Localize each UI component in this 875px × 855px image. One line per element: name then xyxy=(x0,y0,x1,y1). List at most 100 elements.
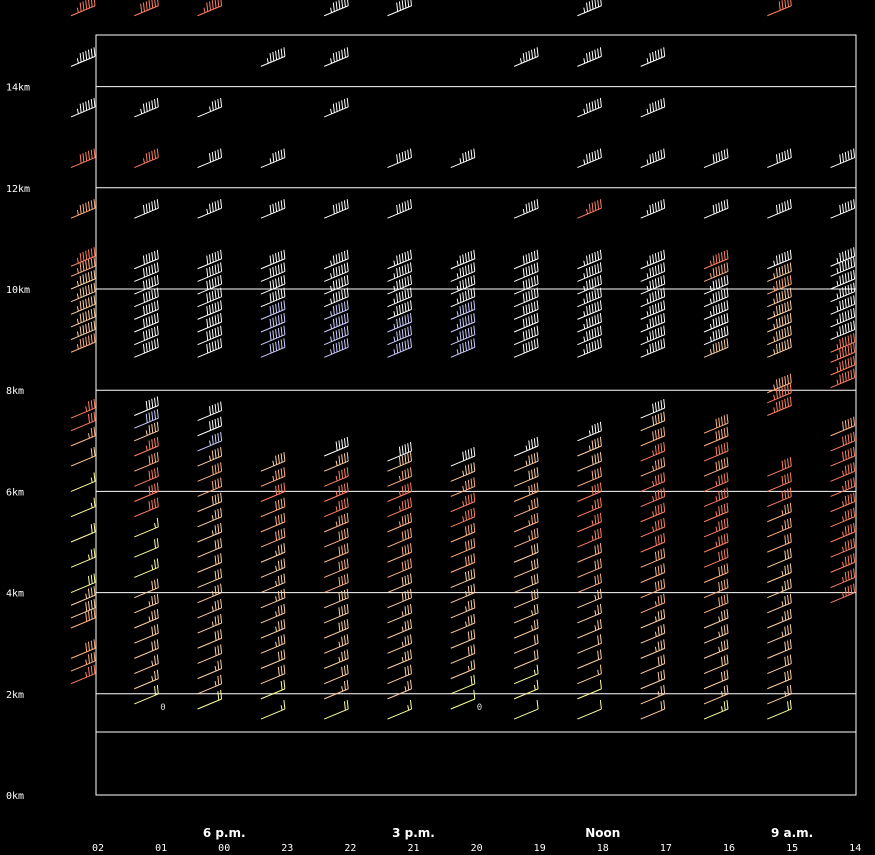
barb-shaft xyxy=(197,455,222,467)
wind-barb xyxy=(450,629,476,649)
barb-half-feather xyxy=(266,58,269,64)
barb-shaft xyxy=(260,321,286,333)
barb-feather xyxy=(214,315,217,325)
wind-barb xyxy=(830,492,856,513)
barb-feather xyxy=(723,549,726,559)
barb-feather xyxy=(90,296,93,306)
barb-feather xyxy=(594,264,597,274)
wind-barb xyxy=(70,664,96,685)
wind-barb xyxy=(70,411,96,432)
barb-shaft xyxy=(767,556,792,568)
wind-barb xyxy=(830,148,856,169)
wind-barb xyxy=(767,275,792,295)
barb-shaft xyxy=(324,688,349,700)
barb-feather xyxy=(847,272,850,282)
barb-feather xyxy=(156,558,159,568)
barb-feather xyxy=(82,261,85,272)
barb-feather xyxy=(533,483,536,493)
barb-half-feather xyxy=(781,525,784,531)
grid-lines xyxy=(96,86,856,733)
barb-shaft xyxy=(70,435,96,447)
barb-half-feather xyxy=(646,311,649,317)
barb-shaft xyxy=(767,392,792,404)
barb-feather xyxy=(148,101,151,111)
wind-barb xyxy=(387,528,412,548)
barb-feather xyxy=(470,493,473,503)
wind-barb xyxy=(513,512,539,533)
barb-shaft xyxy=(324,308,349,320)
x-hour-label: 01 xyxy=(155,843,167,854)
barb-shaft xyxy=(640,420,665,432)
barb-feather xyxy=(280,589,283,599)
barb-feather xyxy=(407,513,410,524)
barb-feather xyxy=(660,488,663,498)
barb-feather xyxy=(217,478,220,488)
barb-feather xyxy=(718,445,721,455)
barb-feather xyxy=(341,201,344,211)
barb-feather xyxy=(718,253,721,263)
barb-feather xyxy=(789,249,792,259)
barb-feather xyxy=(660,200,663,210)
barb-feather xyxy=(470,569,473,579)
x-hour-label: 20 xyxy=(471,843,483,854)
barb-feather xyxy=(217,149,220,159)
barb-feather xyxy=(277,499,280,510)
barb-feather xyxy=(145,292,148,302)
barb-feather xyxy=(283,649,286,659)
barb-feather xyxy=(343,665,346,675)
barb-feather xyxy=(272,51,275,62)
barb-feather xyxy=(346,262,349,272)
barb-feather xyxy=(597,422,600,433)
barb-feather xyxy=(467,631,470,641)
barb-feather xyxy=(398,456,401,466)
barb-half-feather xyxy=(76,280,79,287)
barb-shaft xyxy=(767,157,792,169)
wind-barb xyxy=(324,573,349,594)
barb-feather xyxy=(145,317,148,327)
wind-barb xyxy=(324,338,349,358)
barb-feather xyxy=(156,287,159,297)
barb-feather xyxy=(839,349,842,359)
barb-half-feather xyxy=(465,591,467,597)
barb-feather xyxy=(723,301,726,311)
barb-feather xyxy=(594,530,597,540)
barb-shaft xyxy=(703,587,729,599)
barb-feather xyxy=(844,273,847,283)
barb-half-feather xyxy=(773,285,776,292)
barb-feather xyxy=(346,558,349,568)
barb-feather xyxy=(275,531,278,541)
barb-feather xyxy=(586,280,589,290)
barb-feather xyxy=(404,575,407,585)
barb-feather xyxy=(343,574,346,584)
barb-feather xyxy=(90,271,93,281)
barb-feather xyxy=(410,543,412,553)
barb-feather xyxy=(726,457,729,467)
barb-feather xyxy=(649,344,652,354)
barb-feather xyxy=(209,266,212,277)
barb-feather xyxy=(283,512,286,522)
wind-barb xyxy=(134,199,159,219)
barb-feather xyxy=(343,701,346,711)
barb-feather xyxy=(154,670,157,680)
barb-feather xyxy=(211,101,214,111)
barb-shaft xyxy=(640,157,665,169)
barb-feather xyxy=(789,199,792,209)
wind-barb xyxy=(703,502,729,523)
barb-shaft xyxy=(513,642,539,654)
barb-feather xyxy=(93,664,96,674)
barb-half-feather xyxy=(773,407,776,413)
barb-shaft xyxy=(197,425,222,437)
barb-feather xyxy=(789,563,792,573)
barb-feather xyxy=(660,276,663,286)
barb-feather xyxy=(401,0,404,10)
barb-shaft xyxy=(197,531,222,543)
barb-feather xyxy=(467,570,470,580)
barb-feather xyxy=(214,277,217,287)
barb-feather xyxy=(343,453,346,463)
barb-half-feather xyxy=(836,306,839,312)
barb-half-feather xyxy=(773,260,776,266)
barb-feather xyxy=(401,470,404,480)
barb-feather xyxy=(90,587,93,597)
barb-feather xyxy=(844,435,847,445)
barb-feather xyxy=(85,324,88,334)
